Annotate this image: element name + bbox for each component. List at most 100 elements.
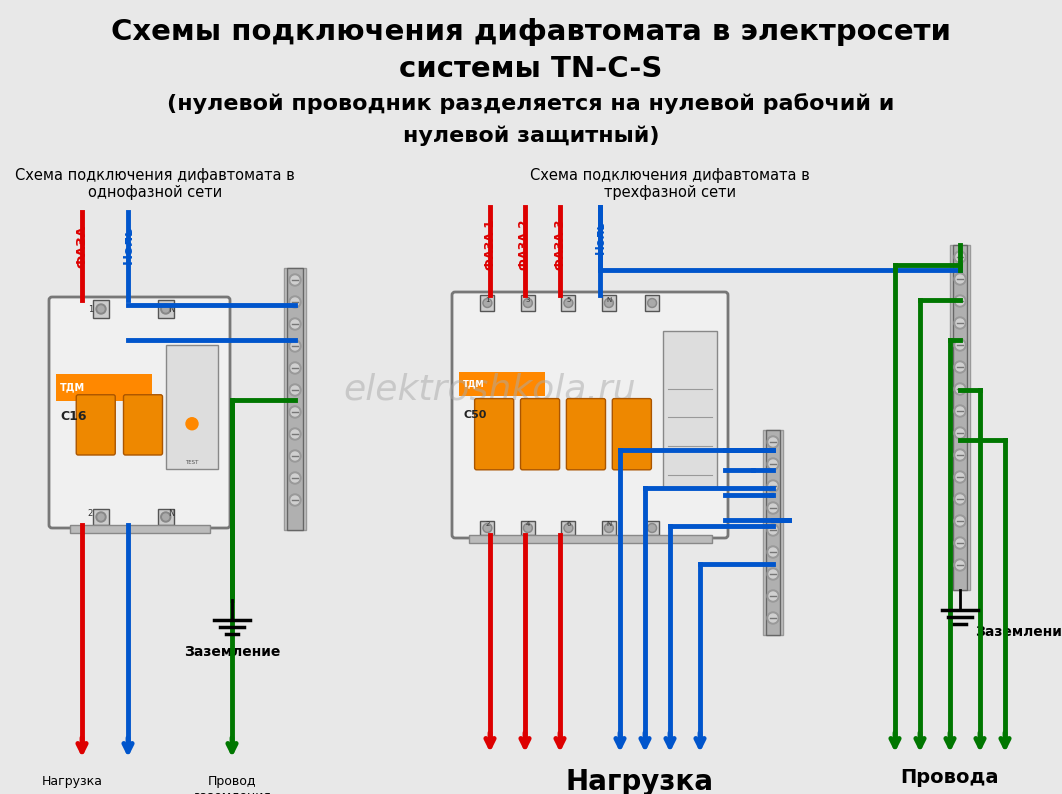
Circle shape	[769, 460, 777, 468]
Circle shape	[289, 494, 301, 506]
Circle shape	[956, 539, 964, 547]
Bar	[766, 430, 780, 635]
Circle shape	[769, 482, 777, 490]
Text: 1: 1	[88, 305, 93, 314]
Circle shape	[484, 300, 491, 306]
Circle shape	[767, 590, 780, 602]
Circle shape	[96, 304, 106, 314]
Circle shape	[291, 276, 299, 284]
Circle shape	[289, 274, 301, 286]
Circle shape	[954, 515, 966, 527]
Text: Нагрузка: Нагрузка	[41, 775, 103, 788]
Text: N: N	[606, 521, 612, 527]
Text: ТДМ: ТДМ	[59, 383, 85, 393]
Text: нулевой защитный): нулевой защитный)	[402, 125, 660, 145]
Text: N: N	[168, 305, 174, 314]
Text: 2: 2	[88, 509, 93, 518]
Circle shape	[956, 495, 964, 503]
Text: TEST: TEST	[185, 460, 199, 464]
Circle shape	[954, 295, 966, 307]
Circle shape	[954, 405, 966, 417]
Text: ФАЗА 3: ФАЗА 3	[553, 220, 566, 271]
Circle shape	[291, 496, 299, 504]
Circle shape	[564, 523, 572, 533]
Bar	[602, 521, 616, 535]
Circle shape	[769, 614, 777, 622]
Circle shape	[524, 299, 532, 307]
Bar	[645, 521, 660, 535]
Circle shape	[604, 523, 614, 533]
Circle shape	[767, 458, 780, 470]
Circle shape	[98, 306, 104, 312]
Circle shape	[291, 474, 299, 482]
Bar	[520, 521, 535, 535]
Circle shape	[160, 512, 171, 522]
Bar	[459, 372, 546, 395]
Bar	[562, 295, 576, 311]
Circle shape	[289, 450, 301, 462]
FancyBboxPatch shape	[76, 395, 116, 455]
Circle shape	[524, 523, 532, 533]
Circle shape	[956, 319, 964, 327]
Circle shape	[604, 299, 614, 307]
Circle shape	[289, 340, 301, 352]
Circle shape	[98, 514, 104, 520]
FancyBboxPatch shape	[123, 395, 162, 455]
Circle shape	[289, 362, 301, 374]
Bar	[520, 295, 535, 311]
Bar	[645, 295, 660, 311]
Circle shape	[96, 512, 106, 522]
Circle shape	[291, 452, 299, 460]
Text: 6: 6	[566, 521, 570, 527]
Text: N: N	[168, 509, 174, 518]
Text: С16: С16	[59, 410, 86, 423]
Circle shape	[483, 523, 492, 533]
Bar	[287, 268, 303, 530]
Circle shape	[289, 428, 301, 440]
Circle shape	[769, 438, 777, 446]
Circle shape	[956, 451, 964, 459]
Text: С50: С50	[463, 410, 486, 420]
Text: Заземление: Заземление	[184, 645, 280, 659]
Circle shape	[289, 296, 301, 308]
Circle shape	[606, 525, 612, 531]
Circle shape	[956, 275, 964, 283]
Text: 1: 1	[485, 297, 490, 303]
FancyBboxPatch shape	[475, 399, 514, 470]
Circle shape	[767, 568, 780, 580]
Bar	[480, 521, 495, 535]
Circle shape	[291, 386, 299, 394]
Circle shape	[956, 385, 964, 393]
Circle shape	[954, 471, 966, 483]
Bar	[663, 331, 717, 487]
Circle shape	[767, 546, 780, 558]
Circle shape	[956, 517, 964, 525]
Circle shape	[956, 363, 964, 371]
Circle shape	[525, 525, 531, 531]
Text: Схема подключения дифавтомата в
однофазной сети: Схема подключения дифавтомата в однофазн…	[15, 168, 295, 200]
Text: N: N	[606, 297, 612, 303]
Circle shape	[769, 570, 777, 578]
Circle shape	[289, 384, 301, 396]
Bar	[158, 300, 174, 318]
Text: ФАЗА 1: ФАЗА 1	[483, 220, 497, 271]
Bar	[56, 374, 152, 401]
Circle shape	[606, 300, 612, 306]
Circle shape	[648, 299, 656, 307]
Circle shape	[291, 320, 299, 328]
Circle shape	[954, 361, 966, 373]
Text: Провод
заземления: Провод заземления	[193, 775, 271, 794]
Text: 3: 3	[526, 297, 530, 303]
Circle shape	[954, 559, 966, 571]
Circle shape	[954, 317, 966, 329]
Circle shape	[767, 480, 780, 492]
Circle shape	[954, 339, 966, 351]
Circle shape	[289, 472, 301, 484]
FancyBboxPatch shape	[520, 399, 560, 470]
Circle shape	[291, 342, 299, 350]
Bar	[93, 300, 109, 318]
Circle shape	[956, 561, 964, 569]
Bar	[562, 521, 576, 535]
Text: ФАЗА 2: ФАЗА 2	[518, 220, 531, 271]
Circle shape	[160, 304, 171, 314]
